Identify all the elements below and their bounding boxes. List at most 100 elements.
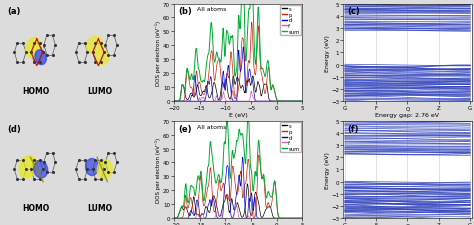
- f: [178, 100, 183, 103]
- Line: p: p: [174, 155, 302, 218]
- d: [296, 217, 301, 220]
- f: [171, 100, 177, 103]
- Line: d: d: [174, 48, 302, 102]
- Ellipse shape: [35, 51, 46, 65]
- d: [230, 100, 236, 103]
- sum: [234, 70, 239, 73]
- Ellipse shape: [19, 156, 36, 178]
- Ellipse shape: [96, 51, 109, 65]
- Line: s: s: [174, 184, 302, 218]
- Text: (e): (e): [178, 124, 191, 133]
- s: [234, 78, 239, 81]
- Legend: s, p, d, f, sum: s, p, d, f, sum: [281, 122, 301, 153]
- f: [282, 100, 288, 103]
- Ellipse shape: [86, 37, 103, 54]
- d: [230, 216, 236, 219]
- f: [234, 203, 239, 206]
- f: [300, 100, 305, 103]
- s: [171, 217, 177, 220]
- s: [245, 183, 250, 185]
- Text: (f): (f): [347, 124, 359, 133]
- p: [234, 192, 239, 195]
- s: [178, 95, 183, 98]
- sum: [171, 217, 177, 220]
- sum: [234, 141, 239, 143]
- sum: [230, 40, 236, 43]
- d: [300, 217, 305, 220]
- sum: [300, 217, 305, 220]
- X-axis label: Energy gap: 2.76 eV: Energy gap: 2.76 eV: [375, 112, 439, 117]
- s: [250, 75, 255, 78]
- d: [296, 100, 301, 103]
- f: [283, 217, 289, 220]
- Ellipse shape: [26, 38, 40, 58]
- d: [300, 100, 305, 103]
- s: [272, 100, 278, 103]
- Y-axis label: DOS per electron (eV⁻¹): DOS per electron (eV⁻¹): [155, 137, 162, 202]
- f: [234, 96, 239, 98]
- d: [272, 217, 278, 220]
- p: [296, 100, 301, 103]
- p: [256, 154, 262, 157]
- f: [272, 217, 278, 220]
- Line: f: f: [174, 204, 302, 218]
- sum: [246, 116, 251, 119]
- f: [272, 100, 278, 103]
- p: [171, 100, 177, 103]
- f: [300, 217, 305, 220]
- sum: [272, 93, 278, 95]
- p: [296, 217, 301, 220]
- sum: [296, 217, 301, 220]
- p: [272, 93, 278, 95]
- Text: All atoms: All atoms: [197, 7, 227, 12]
- Line: f: f: [174, 91, 302, 102]
- d: [296, 217, 301, 220]
- sum: [296, 100, 301, 103]
- Text: LUMO: LUMO: [87, 203, 112, 212]
- f: [230, 217, 236, 220]
- sum: [272, 181, 278, 184]
- d: [291, 217, 297, 220]
- d: [234, 193, 239, 195]
- d: [178, 100, 183, 103]
- Ellipse shape: [34, 161, 48, 178]
- sum: [178, 95, 183, 98]
- d: [171, 100, 177, 103]
- Line: sum: sum: [174, 118, 302, 218]
- X-axis label: E (eV): E (eV): [229, 112, 247, 117]
- Text: All atoms: All atoms: [197, 124, 227, 129]
- Y-axis label: Energy (eV): Energy (eV): [325, 151, 330, 188]
- d: [272, 100, 278, 103]
- s: [296, 100, 301, 103]
- f: [296, 100, 301, 103]
- Text: (a): (a): [7, 7, 21, 16]
- Y-axis label: DOS per electron (eV⁻¹): DOS per electron (eV⁻¹): [155, 21, 162, 86]
- f: [230, 90, 236, 93]
- s: [300, 217, 305, 220]
- s: [272, 217, 278, 220]
- p: [249, 22, 255, 24]
- Text: LUMO: LUMO: [87, 87, 112, 96]
- f: [234, 203, 239, 206]
- s: [296, 100, 301, 103]
- Line: d: d: [174, 158, 302, 218]
- s: [230, 205, 236, 207]
- p: [300, 217, 305, 220]
- Text: (d): (d): [7, 124, 21, 133]
- s: [230, 76, 236, 79]
- p: [272, 181, 278, 184]
- s: [296, 217, 301, 220]
- sum: [178, 208, 183, 211]
- d: [240, 46, 246, 49]
- p: [178, 100, 183, 103]
- s: [171, 100, 177, 103]
- p: [230, 75, 236, 77]
- p: [296, 217, 301, 220]
- Ellipse shape: [85, 159, 99, 176]
- Ellipse shape: [97, 160, 112, 179]
- Text: (c): (c): [347, 7, 360, 16]
- Y-axis label: Energy (eV): Energy (eV): [325, 35, 330, 71]
- d: [299, 100, 305, 103]
- Text: HOMO: HOMO: [22, 87, 49, 96]
- Legend: s, p, d, f, sum: s, p, d, f, sum: [281, 6, 301, 36]
